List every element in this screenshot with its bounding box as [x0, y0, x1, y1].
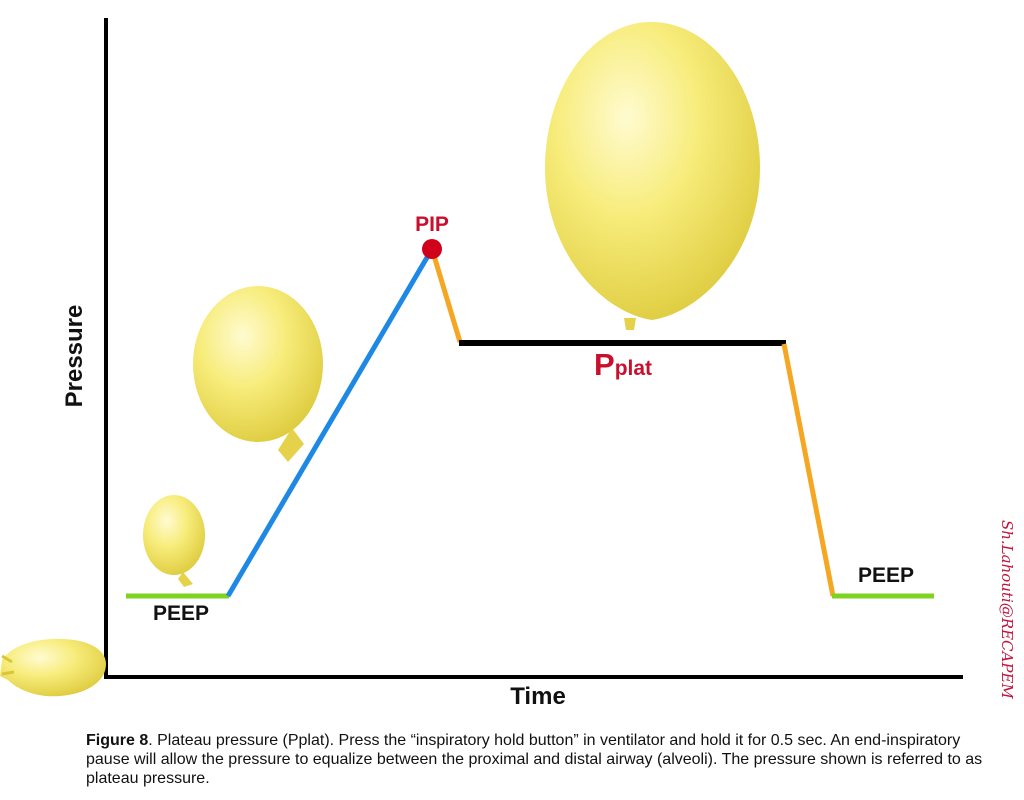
pplat-label-main: P — [594, 347, 615, 382]
figure-caption: Figure 8. Plateau pressure (Pplat). Pres… — [86, 731, 986, 788]
x-axis-label: Time — [510, 683, 566, 710]
author-watermark: Sh.Lahouti@RECAPEM — [998, 520, 1016, 699]
medium-balloon — [193, 286, 323, 462]
y-axis-label: Pressure — [61, 305, 88, 408]
deflated-balloon — [0, 638, 106, 697]
figure-number: Figure 8 — [86, 732, 149, 749]
large-balloon — [545, 22, 760, 330]
exhalation-line — [781, 343, 836, 597]
pplat-label: Pplat — [594, 347, 652, 382]
small-balloon — [143, 495, 205, 587]
caption-text: . Plateau pressure (Pplat). Press the “i… — [86, 732, 983, 787]
pressure-drop-line — [429, 248, 463, 343]
peep-right-label: PEEP — [858, 564, 914, 587]
pplat-label-subscript: plat — [615, 357, 652, 380]
pip-marker — [422, 239, 442, 259]
pressure-time-diagram: Pressure Time PIP PEEP PEEP Pplat — [0, 18, 963, 710]
peep-left-label: PEEP — [153, 602, 209, 625]
pip-label: PIP — [415, 213, 449, 236]
inspiration-ramp — [225, 247, 435, 598]
